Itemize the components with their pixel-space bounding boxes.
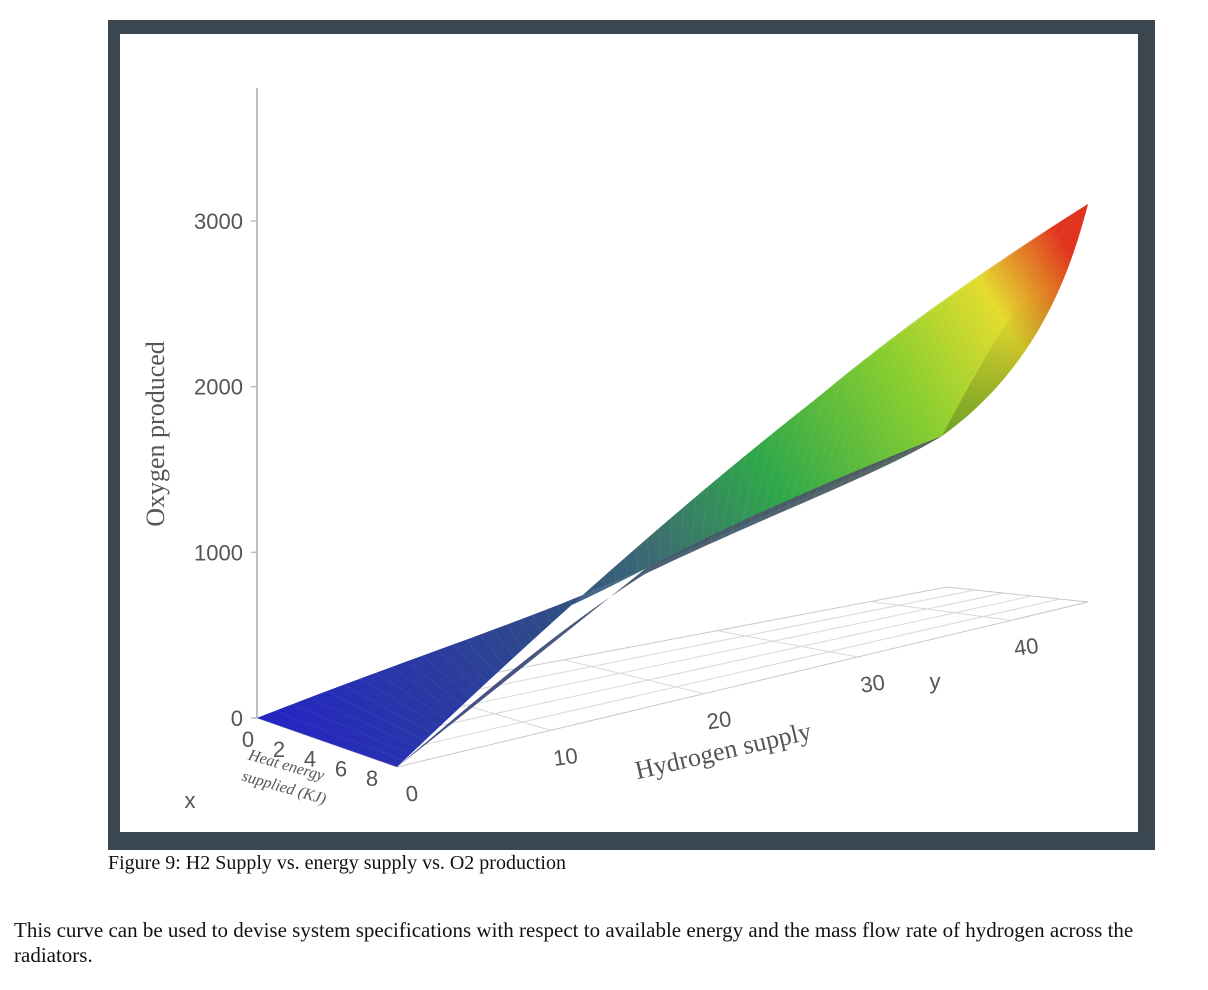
surface xyxy=(256,204,1088,768)
surface-mesh-line xyxy=(778,358,840,536)
surface-mesh-line xyxy=(298,691,425,751)
x-tick-label: 4 xyxy=(304,747,316,772)
surface-mesh-line xyxy=(787,349,854,530)
surface-mesh-line xyxy=(796,340,867,525)
z-axis-ticks: 0 1000 2000 3000 xyxy=(194,209,257,731)
x-axis-letter: x xyxy=(185,788,196,813)
x-tick-label: 6 xyxy=(335,756,347,781)
surface-mesh-line xyxy=(575,520,607,641)
surface-mesh-line xyxy=(616,495,634,624)
surface-mesh-line xyxy=(270,708,407,762)
surface-mesh-line xyxy=(687,443,701,591)
surface-mesh-line xyxy=(932,212,1075,442)
surface-mesh-line xyxy=(823,315,909,508)
surface-mesh-line xyxy=(367,649,470,724)
surface-mesh-line xyxy=(658,469,661,608)
surface-mesh-line xyxy=(741,392,784,558)
surface-mesh-line xyxy=(750,383,798,552)
surface-mesh-line xyxy=(923,220,1061,448)
surface-mesh-line xyxy=(478,580,543,680)
surface-mesh-line xyxy=(841,298,937,497)
surface-mesh-line xyxy=(850,289,950,492)
surface-mesh-line xyxy=(630,486,643,619)
surface-mesh-line xyxy=(326,674,443,740)
surface-mesh-line xyxy=(464,589,534,685)
surface-mesh-line xyxy=(705,426,729,580)
y-tick-label: 40 xyxy=(1012,633,1040,661)
surface-mesh-line xyxy=(422,614,507,702)
figure-caption: Figure 9: H2 Supply vs. energy supply vs… xyxy=(108,852,566,874)
surface-mesh-line xyxy=(714,418,743,575)
x-tick-label: 8 xyxy=(366,766,378,791)
floor-grid-line xyxy=(716,630,858,658)
surface-mesh-line xyxy=(644,478,652,613)
x-tick-label: 2 xyxy=(273,737,285,762)
surface-mesh-line xyxy=(381,640,480,718)
y-tick-label: 0 xyxy=(404,780,420,806)
surface-mesh-line xyxy=(669,460,673,602)
y-axis-letter: y xyxy=(930,669,941,694)
surface-mesh-line xyxy=(284,700,416,757)
surface-mesh-line xyxy=(859,280,964,486)
surface-mesh-line xyxy=(519,555,571,663)
surface-mesh-line xyxy=(492,572,552,674)
surface-mesh-line xyxy=(814,323,895,514)
surface-mesh-line xyxy=(768,366,826,541)
y-tick-label: 20 xyxy=(705,706,733,734)
surface-mesh-line xyxy=(588,512,616,635)
surface-mesh-line xyxy=(339,666,452,735)
x-tick-label: 0 xyxy=(242,727,254,752)
floor-grid-line xyxy=(563,659,705,695)
surface-mesh-line xyxy=(759,375,812,547)
surface-mesh-line xyxy=(561,529,598,646)
z-tick-label: 2000 xyxy=(194,375,243,400)
x-axis-title: Heat energy supplied (KJ) xyxy=(240,746,328,808)
surface-mesh-line xyxy=(353,657,461,729)
y-tick-label: 30 xyxy=(859,669,887,697)
floor-grid-line xyxy=(340,595,1032,748)
surface-mesh-line xyxy=(805,332,881,519)
surface-mesh-line xyxy=(602,503,625,630)
surface-mesh-line xyxy=(505,563,561,668)
surface-mesh-line xyxy=(436,606,516,696)
surface-mesh-line xyxy=(409,623,498,707)
body-paragraph: This curve can be used to devise system … xyxy=(14,918,1134,967)
surface-mesh-line xyxy=(887,255,1006,470)
surface-mesh-line xyxy=(732,400,770,563)
surface-mesh-line xyxy=(696,435,715,586)
y-axis-ticks: 0 10 20 30 40 xyxy=(404,633,1040,807)
floor-grid-line xyxy=(368,598,1060,758)
surface-mesh-line xyxy=(905,238,1034,459)
y-tick-label: 10 xyxy=(552,743,580,771)
surface-mesh-line xyxy=(450,597,525,691)
surface-mesh-line xyxy=(547,537,589,652)
z-axis-title: Oxygen produced xyxy=(141,341,170,527)
surface-mesh-line xyxy=(723,409,757,569)
surface-mesh-line xyxy=(256,717,398,768)
floor-grid-line xyxy=(870,601,1012,621)
z-tick-label: 3000 xyxy=(194,209,243,234)
surface-mesh-line xyxy=(868,272,978,481)
surface-mesh-line xyxy=(832,306,923,503)
z-tick-label: 1000 xyxy=(194,540,243,565)
surface-mesh-line xyxy=(877,263,992,475)
surface-mesh-line xyxy=(914,229,1047,453)
surface-mesh-line xyxy=(678,452,687,597)
surface-mesh-line xyxy=(896,246,1020,464)
surface-mesh-line xyxy=(533,546,580,657)
surface-mesh-line xyxy=(395,631,489,713)
z-tick-label: 0 xyxy=(231,706,243,731)
surface-mesh-line xyxy=(312,683,434,746)
